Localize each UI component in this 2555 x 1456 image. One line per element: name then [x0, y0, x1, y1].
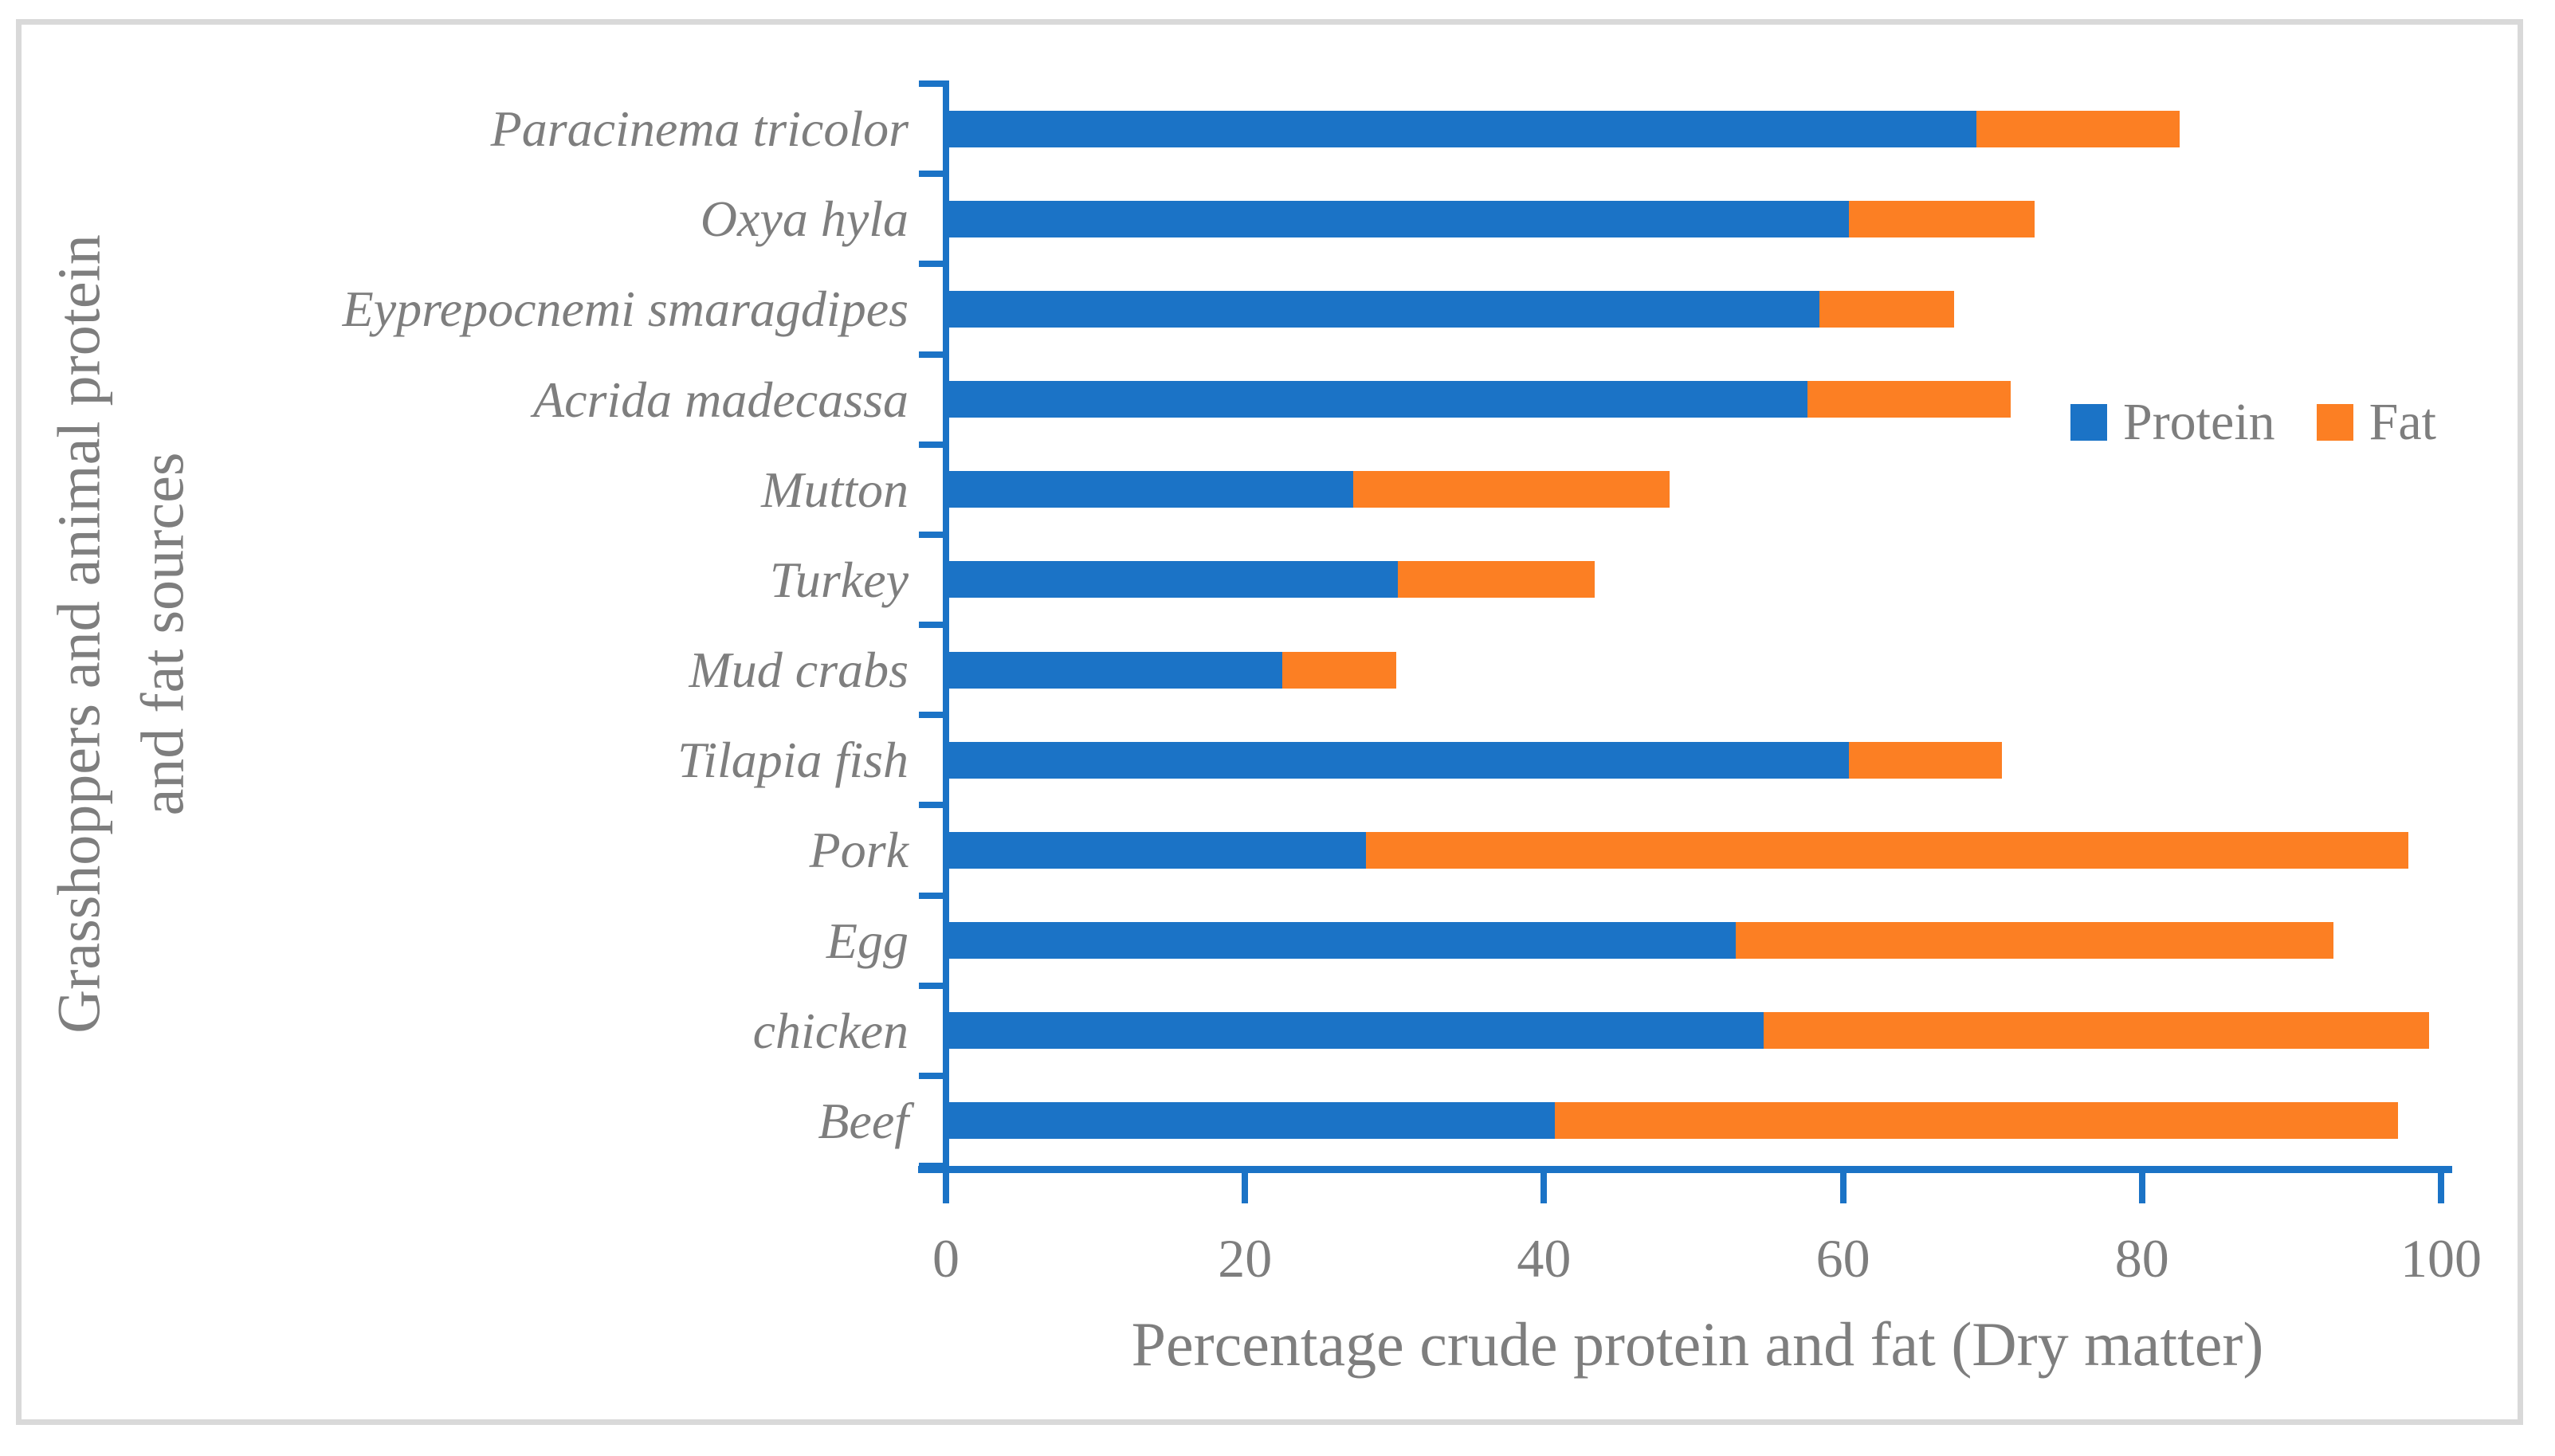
bar-segment-fat: [1819, 290, 1954, 328]
x-axis-tick: [943, 1170, 949, 1203]
bar-segment-fat: [1282, 651, 1396, 689]
legend-label-protein: Protein: [2123, 393, 2275, 451]
y-axis-tick: [919, 351, 949, 358]
chart-row: Mutton: [0, 445, 2555, 535]
category-label: Egg: [826, 912, 909, 969]
y-axis-tick: [919, 531, 949, 538]
x-axis-line: [918, 1166, 2452, 1173]
chart-row: chicken: [0, 986, 2555, 1076]
bar-segment-protein: [949, 831, 1367, 869]
stacked-bar: [949, 290, 1954, 328]
legend-item-protein: Protein: [2070, 392, 2275, 453]
y-axis-tick: [919, 712, 949, 719]
stacked-bar: [949, 200, 2035, 237]
x-axis-title: Percentage crude protein and fat (Dry ma…: [1131, 1309, 2264, 1379]
stacked-bar: [949, 381, 2011, 418]
category-label: Acrida madecassa: [532, 371, 909, 428]
x-tick-label: 80: [2114, 1228, 2169, 1289]
category-label: Mud crabs: [689, 642, 909, 699]
x-axis-tick: [1242, 1170, 1249, 1203]
stacked-bar: [949, 651, 1396, 689]
x-tick-label: 20: [1218, 1228, 1273, 1289]
bar-segment-protein: [949, 471, 1353, 508]
category-label: Mutton: [761, 461, 909, 518]
category-label: Beef: [818, 1092, 909, 1149]
stacked-bar: [949, 471, 1670, 508]
chart-row: Beef: [0, 1076, 2555, 1166]
y-axis-tick: [919, 892, 949, 899]
bar-segment-protein: [949, 1012, 1764, 1050]
bar-segment-fat: [1849, 200, 2035, 237]
stacked-bar: [949, 1012, 2430, 1050]
protein-swatch-icon: [2070, 404, 2107, 441]
legend-item-fat: Fat: [2316, 392, 2436, 453]
stacked-bar: [949, 922, 2334, 960]
chart-row: Mud crabs: [0, 625, 2555, 715]
bar-segment-fat: [1807, 381, 2011, 418]
chart-row: Paracinema tricolor: [0, 84, 2555, 174]
bar-segment-fat: [1366, 831, 2408, 869]
bar-segment-fat: [1554, 1102, 2398, 1140]
category-label: Pork: [809, 822, 909, 879]
legend: Protein Fat: [2070, 392, 2436, 453]
bar-segment-fat: [1849, 741, 2002, 779]
chart-row: Pork: [0, 805, 2555, 895]
y-axis-title-line2: and fat sources: [129, 452, 197, 816]
category-label: Turkey: [769, 551, 909, 608]
x-tick-label: 60: [1815, 1228, 1870, 1289]
category-label: Oxya hyla: [700, 190, 909, 248]
x-axis-tick: [1839, 1170, 1847, 1203]
y-axis-tick: [919, 622, 949, 629]
y-axis-tick: [919, 802, 949, 809]
bar-segment-protein: [949, 200, 1850, 237]
bar-segment-fat: [1397, 561, 1595, 598]
bar-segment-protein: [949, 1102, 1555, 1140]
stacked-bar: [949, 561, 1595, 598]
y-axis-tick: [919, 80, 949, 87]
stacked-bar: [949, 741, 2002, 779]
chart-row: Egg: [0, 896, 2555, 986]
y-axis-tick: [919, 1163, 949, 1170]
bar-segment-protein: [949, 922, 1736, 960]
y-axis-title-line1: Grasshoppers and animal protein: [45, 234, 113, 1034]
chart-row: Eyprepocnemi smaragdipes: [0, 264, 2555, 354]
y-axis-tick: [919, 1072, 949, 1079]
bar-segment-fat: [1352, 471, 1670, 508]
category-label: Paracinema tricolor: [490, 100, 909, 157]
x-axis-tick: [1540, 1170, 1548, 1203]
bar-segment-protein: [949, 110, 1976, 147]
x-tick-label: 40: [1517, 1228, 1572, 1289]
category-label: Tilapia fish: [677, 732, 909, 789]
stacked-bar: [949, 1102, 2398, 1140]
stacked-bar: [949, 110, 2180, 147]
bar-segment-protein: [949, 741, 1850, 779]
legend-label-fat: Fat: [2369, 393, 2436, 451]
fat-swatch-icon: [2316, 404, 2353, 441]
x-axis-tick: [2138, 1170, 2145, 1203]
figure-border: [16, 19, 2523, 1425]
category-label: chicken: [752, 1002, 909, 1059]
x-tick-label: 100: [2400, 1228, 2482, 1289]
bar-segment-protein: [949, 381, 1807, 418]
stacked-bar: [949, 831, 2408, 869]
x-tick-label: 0: [932, 1228, 960, 1289]
bar-segment-protein: [949, 651, 1283, 689]
chart-row: Acrida madecassa: [0, 355, 2555, 445]
bar-segment-fat: [1735, 922, 2334, 960]
y-axis-tick: [919, 261, 949, 268]
y-axis-tick: [919, 441, 949, 448]
bar-segment-fat: [1764, 1012, 2430, 1050]
bar-segment-protein: [949, 290, 1819, 328]
y-axis-tick: [919, 982, 949, 989]
chart-row: Oxya hyla: [0, 174, 2555, 264]
chart-row: Turkey: [0, 535, 2555, 625]
x-axis-tick: [2438, 1170, 2444, 1203]
bar-segment-protein: [949, 561, 1398, 598]
chart-row: Tilapia fish: [0, 715, 2555, 805]
y-axis-tick: [919, 171, 949, 178]
bar-segment-fat: [1976, 110, 2180, 147]
category-label: Eyprepocnemi smaragdipes: [342, 281, 909, 338]
